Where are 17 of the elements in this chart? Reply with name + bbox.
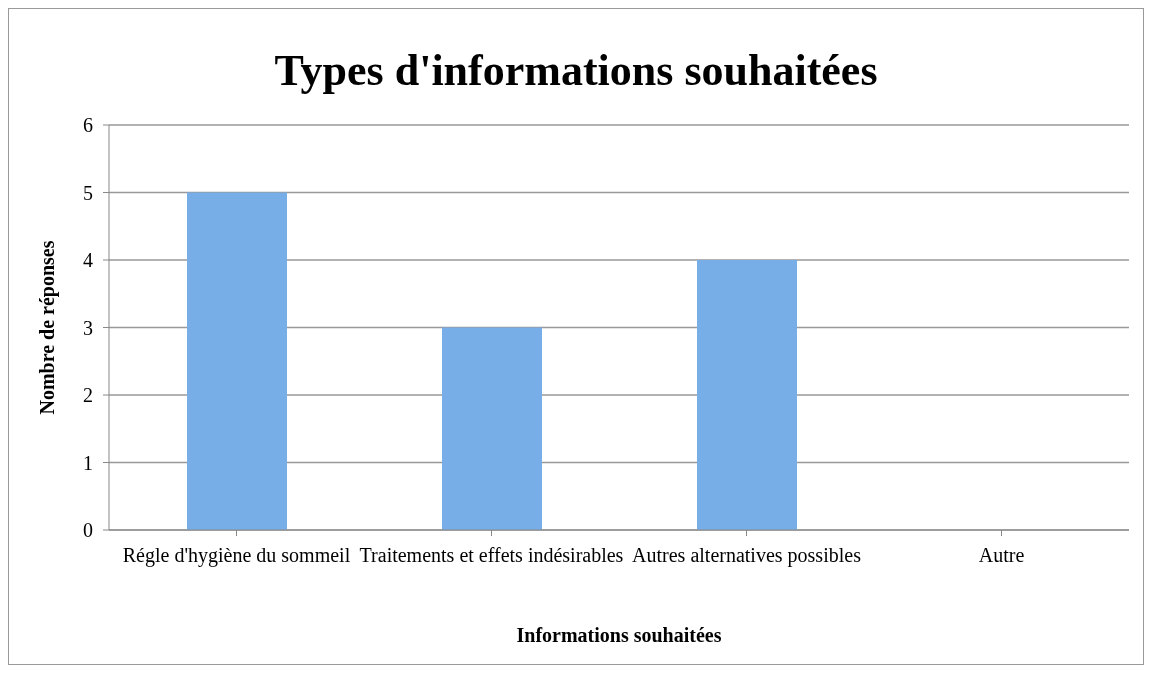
y-tick-label: 1 xyxy=(83,451,93,474)
x-tick-label: Régle d'hygiène du sommeil xyxy=(122,544,351,568)
bar xyxy=(697,260,797,530)
y-tick-label: 0 xyxy=(83,519,93,542)
y-axis-title: Nombre de réponses xyxy=(36,240,60,415)
x-tick-label: Traitements et effets indésirables xyxy=(359,544,624,567)
y-tick-label: 3 xyxy=(83,316,93,339)
bar xyxy=(187,192,287,530)
x-tick-label: Autre xyxy=(978,544,1025,567)
y-tick-label: 4 xyxy=(83,249,93,272)
x-axis-title: Informations souhaitées xyxy=(516,624,722,646)
chart-title: Types d'informations souhaitées xyxy=(273,45,879,97)
y-tick-label: 2 xyxy=(83,384,93,407)
y-tick-label: 6 xyxy=(83,114,93,137)
x-tick-label: Autres alternatives possibles xyxy=(632,544,862,568)
bar xyxy=(442,327,542,530)
y-tick-label: 5 xyxy=(83,181,93,204)
